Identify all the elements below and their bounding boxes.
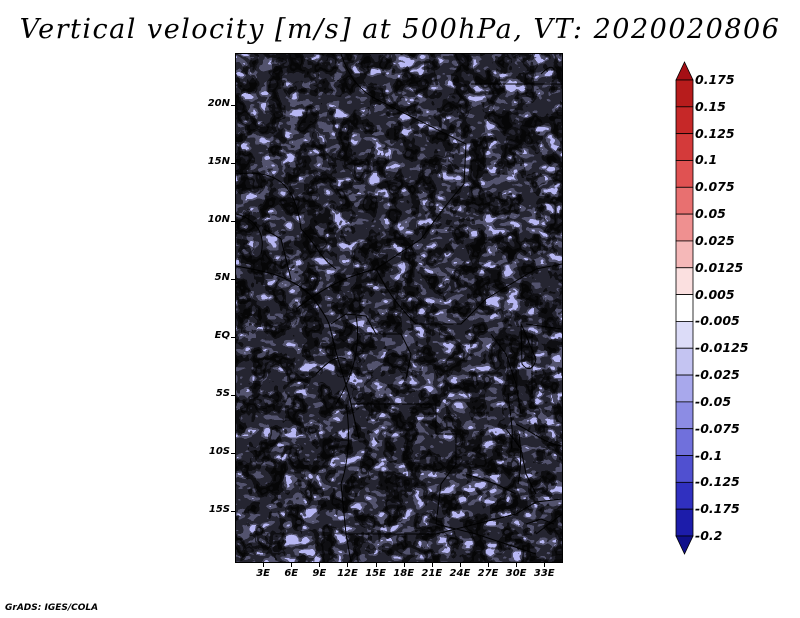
colorbar-swatch	[675, 321, 694, 349]
colorbar-swatch	[675, 481, 694, 510]
latitude-tick	[231, 105, 235, 107]
longitude-label: 12E	[337, 568, 358, 579]
latitude-label: EQ	[214, 329, 230, 341]
colorbar-swatch	[675, 428, 694, 456]
latitude-tick	[231, 163, 235, 165]
longitude-tick	[488, 563, 490, 567]
colorbar-label: 0.0125	[695, 259, 744, 275]
longitude-label: 27E	[477, 568, 499, 579]
colorbar-label: -0.175	[695, 501, 740, 517]
colorbar-label: 0.15	[695, 98, 726, 114]
longitude-label: 24E	[449, 568, 471, 579]
colorbar-label: 0.1	[695, 152, 718, 168]
strong-updraft-cells	[236, 319, 562, 562]
colorbar-swatch	[675, 186, 694, 215]
longitude-label: 30E	[505, 568, 527, 579]
longitude-tick	[403, 563, 405, 567]
colorbar-swatch	[675, 213, 694, 242]
great-lakes	[507, 66, 555, 525]
colorbar-label: 0.125	[695, 125, 735, 141]
longitude-label: 9E	[312, 568, 327, 579]
longitude-label: 33E	[533, 568, 555, 579]
colorbar-swatch	[675, 240, 694, 269]
atlantic-coastline	[236, 265, 360, 440]
latitude-label: 10N	[207, 214, 230, 226]
chart-title: Vertical velocity [m/s] at 500hPa, VT: 2…	[19, 14, 781, 45]
colorbar-label: 0.175	[695, 72, 735, 87]
colorbar-swatch	[675, 133, 694, 161]
colorbar-label: -0.2	[695, 528, 723, 543]
longitude-tick	[263, 563, 265, 567]
colorbar-swatch	[675, 455, 694, 483]
colorbar-swatch	[675, 374, 694, 403]
longitude-tick	[291, 563, 293, 567]
colorbar-top-arrow	[675, 61, 694, 81]
software-credit: GrADS: IGES/COLA	[5, 603, 99, 613]
colorbar-swatches	[675, 61, 694, 555]
longitude-tick	[319, 563, 321, 567]
longitude-tick	[459, 563, 461, 567]
latitude-label: 15S	[208, 503, 230, 515]
longitude-label: 21E	[421, 568, 443, 579]
latitude-label: 10S	[208, 445, 230, 457]
longitude-label: 18E	[393, 568, 415, 579]
colorbar-label: -0.125	[695, 474, 740, 490]
colorbar-bottom-arrow	[675, 535, 694, 555]
latitude-tick	[231, 394, 235, 396]
colorbar-label: -0.005	[695, 313, 740, 329]
latitude-label: 20N	[207, 98, 230, 110]
colorbar-swatch	[675, 294, 694, 322]
colorbar-swatch	[675, 79, 694, 108]
colorbar-label: 0.05	[695, 206, 726, 222]
colorbar-label: 0.005	[695, 286, 735, 302]
colorbar-label: 0.025	[695, 232, 735, 248]
colorbar-label: -0.05	[695, 393, 732, 409]
latitude-tick	[231, 221, 235, 223]
colorbar-label: -0.1	[695, 447, 723, 463]
longitude-tick	[544, 563, 546, 567]
colorbar: 0.175 0.15 0.125 0.1 0.075 0.05 0.025 0.0125 0.0…	[666, 58, 796, 558]
colorbar-label: -0.025	[695, 367, 740, 383]
colorbar-label: -0.075	[695, 420, 740, 436]
longitude-tick	[431, 563, 433, 567]
latitude-tick	[231, 279, 235, 281]
colorbar-swatch	[675, 401, 694, 430]
latitude-label: 5S	[215, 387, 230, 399]
latitude-label: 15N	[207, 156, 230, 168]
colorbar-swatch	[675, 160, 694, 188]
longitude-label: 6E	[284, 568, 299, 579]
latitude-tick	[231, 510, 235, 512]
longitude-tick	[347, 563, 349, 567]
latitude-tick	[231, 452, 235, 454]
latitude-tick	[231, 336, 235, 338]
colorbar-label: 0.075	[695, 179, 735, 195]
velocity-field-map	[236, 54, 562, 562]
longitude-tick	[375, 563, 377, 567]
colorbar-swatch	[675, 106, 694, 135]
colorbar-swatch	[675, 508, 694, 537]
colorbar-label: -0.0125	[695, 340, 749, 356]
longitude-tick	[516, 563, 518, 567]
colorbar-swatch	[675, 347, 694, 376]
country-borders	[236, 54, 562, 562]
colorbar-swatch	[675, 267, 694, 295]
map-panel	[235, 53, 563, 563]
longitude-label: 15E	[365, 568, 386, 579]
latitude-label: 5N	[214, 272, 230, 284]
longitude-label: 3E	[256, 568, 270, 579]
